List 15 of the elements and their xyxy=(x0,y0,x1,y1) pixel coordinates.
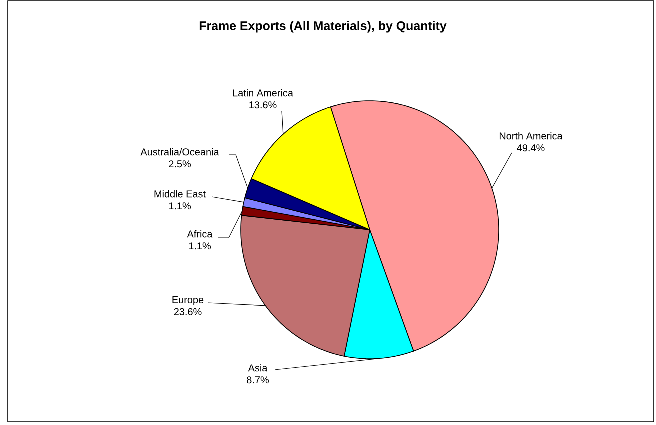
data-label: 1.1% xyxy=(189,242,212,250)
data-label: 8.7% xyxy=(247,376,270,384)
data-label: 23.6% xyxy=(174,308,202,316)
slice-label: Latin America xyxy=(233,89,294,97)
slice-label: Europe xyxy=(172,296,204,306)
slice-label: Australia/Oceania xyxy=(140,148,220,156)
chart-title: Frame Exports (All Materials), by Quantity xyxy=(200,21,447,33)
slice-label: North America xyxy=(500,132,563,140)
data-label: 2.5% xyxy=(169,160,192,168)
data-label: 49.4% xyxy=(517,144,545,152)
data-label: 1.1% xyxy=(169,202,192,210)
slice-label: Asia xyxy=(248,364,268,372)
slice-label: Africa xyxy=(187,230,213,238)
slice-label: Middle East xyxy=(154,190,206,198)
data-label: 13.6% xyxy=(250,102,277,109)
